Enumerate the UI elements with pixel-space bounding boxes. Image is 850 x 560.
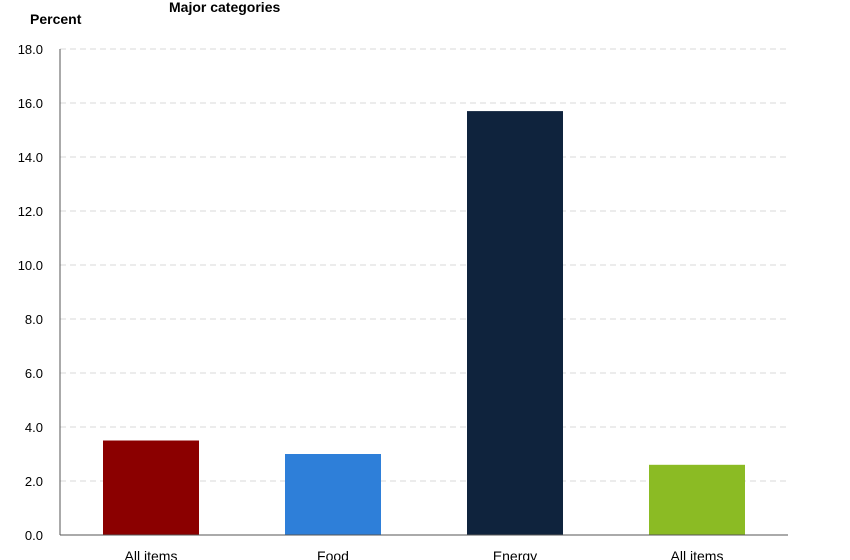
y-tick-label: 14.0 [18, 150, 43, 165]
y-tick-label: 12.0 [18, 204, 43, 219]
bar-2 [467, 111, 563, 535]
bar-1 [285, 454, 381, 535]
y-axis-label: Percent [30, 11, 82, 27]
category-labels: All items Food Energy All items [125, 548, 724, 560]
y-tick-label: 0.0 [25, 528, 43, 543]
y-tick-label: 16.0 [18, 96, 43, 111]
y-tick-labels: 0.0 2.0 4.0 6.0 8.0 10.0 12.0 14.0 16.0 18.0 [18, 42, 43, 543]
y-tick-label: 2.0 [25, 474, 43, 489]
y-tick-label: 18.0 [18, 42, 43, 57]
y-tick-label: 10.0 [18, 258, 43, 273]
bar-3 [649, 464, 745, 535]
category-label: All items [125, 548, 178, 560]
bar-0 [103, 440, 199, 535]
category-label: Energy [493, 548, 537, 560]
gridlines [60, 48, 788, 482]
bars [103, 111, 745, 535]
y-tick-label: 8.0 [25, 312, 43, 327]
category-label: Food [317, 548, 349, 560]
category-label: All items [671, 548, 724, 560]
chart-title: Major categories [169, 0, 280, 15]
y-tick-label: 4.0 [25, 420, 43, 435]
y-tick-label: 6.0 [25, 366, 43, 381]
